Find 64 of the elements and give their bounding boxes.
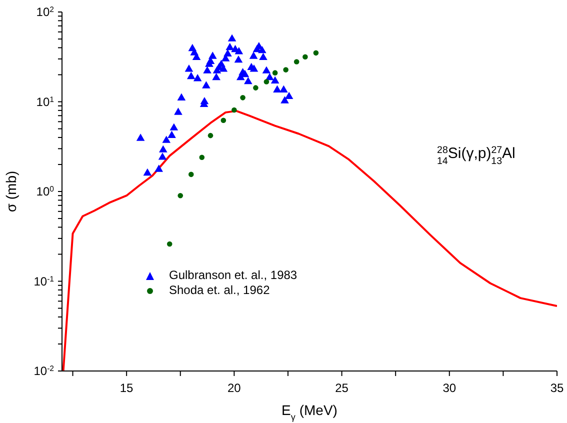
point bbox=[302, 54, 308, 60]
point bbox=[226, 42, 234, 50]
point bbox=[273, 85, 282, 92]
point bbox=[178, 192, 184, 198]
point bbox=[184, 64, 194, 72]
point bbox=[234, 55, 243, 63]
point bbox=[258, 46, 266, 54]
point bbox=[224, 49, 232, 56]
point bbox=[158, 152, 167, 160]
point bbox=[240, 70, 250, 78]
y-tick-label: 10$^{1}$ bbox=[36, 94, 54, 109]
point bbox=[284, 92, 294, 100]
y-tick-label: 10$^{-1}$ bbox=[34, 274, 54, 288]
point bbox=[253, 85, 258, 90]
point bbox=[168, 130, 176, 138]
point bbox=[212, 72, 220, 80]
point bbox=[208, 52, 217, 59]
point bbox=[280, 85, 288, 92]
point bbox=[232, 107, 237, 113]
point bbox=[244, 76, 252, 84]
legend-label: Shoda et. al., 1962 bbox=[169, 283, 270, 298]
point bbox=[313, 50, 319, 56]
point bbox=[220, 118, 226, 124]
point bbox=[199, 154, 205, 160]
point bbox=[270, 76, 280, 84]
point bbox=[158, 145, 168, 152]
point bbox=[166, 241, 172, 247]
x-tick-label: 30 bbox=[442, 381, 456, 395]
point bbox=[272, 70, 278, 76]
point bbox=[193, 74, 202, 82]
point bbox=[174, 108, 182, 115]
point bbox=[186, 72, 196, 80]
point bbox=[262, 66, 271, 74]
point bbox=[170, 123, 178, 130]
y-tick-label: 10$^{-2}$ bbox=[34, 364, 54, 378]
point bbox=[177, 93, 186, 100]
point bbox=[228, 34, 236, 42]
y-tick-label: 10$^{0}$ bbox=[36, 184, 55, 198]
point bbox=[249, 52, 258, 59]
point bbox=[200, 96, 209, 104]
point bbox=[208, 132, 214, 138]
point bbox=[294, 59, 300, 64]
point bbox=[250, 64, 258, 72]
point bbox=[202, 81, 210, 88]
point bbox=[162, 136, 171, 143]
point bbox=[240, 95, 246, 100]
x-tick-label: 15 bbox=[120, 381, 134, 395]
y-tick-label: 10$^{2}$ bbox=[36, 4, 54, 19]
x-tick-label: 35 bbox=[550, 381, 564, 395]
y-axis-title: σ (mb) bbox=[3, 170, 19, 212]
point bbox=[259, 52, 268, 60]
point bbox=[234, 47, 244, 54]
point bbox=[188, 172, 194, 178]
point bbox=[280, 96, 289, 104]
point bbox=[143, 168, 152, 176]
x-tick-label: 25 bbox=[335, 381, 349, 395]
point bbox=[136, 134, 145, 141]
point bbox=[154, 164, 164, 172]
point bbox=[283, 67, 288, 72]
x-tick-label: 20 bbox=[227, 381, 242, 395]
point bbox=[203, 66, 212, 74]
x-axis-title: E$_{γ}$ (MeV) bbox=[282, 402, 338, 422]
legend-label: Gulbranson et. al., 1983 bbox=[169, 268, 298, 283]
point bbox=[264, 79, 270, 84]
